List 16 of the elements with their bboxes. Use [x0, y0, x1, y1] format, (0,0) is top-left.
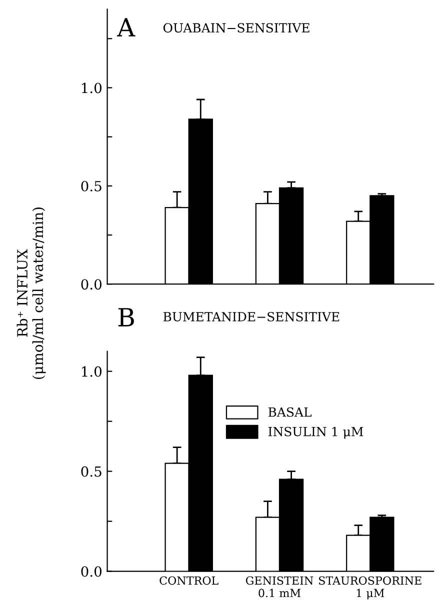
text: OUABAIN−SENSITIVE	[163, 23, 310, 33]
x-tick-label: STAUROSPORINE 1 μM	[319, 576, 422, 600]
legend-label: BASAL	[268, 407, 312, 417]
chart-title: B	[118, 308, 134, 326]
chart-title: A	[116, 18, 136, 36]
y-tick-label: 0.5	[81, 180, 102, 192]
y-tick-label: 0.0	[81, 279, 102, 290]
y-axis-title: Rb⁺ INFLUX (μmol/ml cell water/min)	[16, 208, 46, 380]
y-tick-label: 0.0	[81, 566, 102, 577]
legend-label: INSULIN 1 μM	[268, 426, 364, 439]
y-tick-label: 1.0	[82, 82, 102, 94]
y-tick-label: 0.5	[81, 466, 102, 477]
x-tick-label: CONTROL	[160, 576, 218, 585]
x-tick-label: GENISTEIN 0.1 mM	[246, 576, 314, 598]
chart-subtitle: BUMETANIDE−SENSITIVE	[163, 312, 340, 322]
y-tick-label: 1.0	[82, 366, 102, 377]
